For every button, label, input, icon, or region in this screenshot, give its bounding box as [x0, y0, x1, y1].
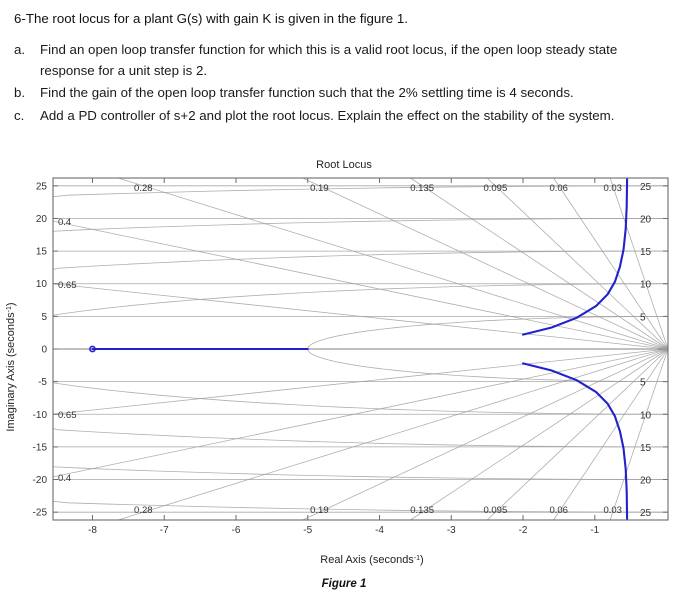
damping-ratio-label: 0.19: [310, 505, 329, 516]
y-tick-label-left: -15: [33, 442, 48, 453]
damping-ratio-label: 0.28: [134, 505, 153, 516]
x-tick-label: -3: [447, 525, 456, 536]
list-item-text: Find an open loop transfer function for …: [40, 41, 618, 78]
y-tick-label-left: 0: [41, 345, 47, 356]
natural-frequency-label: 20: [640, 476, 652, 487]
damping-ratio-label: 0.135: [410, 505, 434, 516]
natural-frequency-label: 10: [640, 410, 652, 421]
x-tick-label: -7: [160, 525, 169, 536]
damping-labels: 0.28 0.19 0.135 0.095 0.06 0.03 0.28 0.19 0.135 0…: [58, 183, 622, 516]
question-subitems: a. Find an open loop transfer function f…: [14, 40, 674, 126]
x-tick-label: -6: [232, 525, 241, 536]
x-tick-label: -4: [375, 525, 384, 536]
y-tick-label-left: 5: [41, 312, 47, 323]
natural-frequency-label: 25: [640, 182, 652, 193]
natural-frequency-label: 5: [640, 378, 646, 389]
damping-ratio-label: 0.4: [58, 217, 71, 228]
damping-ratio-label: 0.28: [134, 183, 153, 194]
natural-frequency-label: 10: [640, 280, 652, 291]
natural-frequency-label: 15: [640, 247, 652, 258]
natural-frequency-label: 25: [640, 508, 652, 519]
damping-ratio-label: 0.03: [603, 505, 622, 516]
root-locus-figure: Root Locus -8 -7 -6 -5 -4 -3 -2 -1 -25 -20 -15 -10-…: [0, 157, 688, 601]
locus-branch: [521, 362, 629, 520]
locus-branch: [521, 178, 629, 336]
list-item-marker: b.: [14, 85, 26, 101]
y-tick-label-left: -25: [33, 508, 48, 519]
plot-title: Root Locus: [316, 159, 372, 171]
axis-ticks: [53, 178, 668, 520]
natural-frequency-label: 5: [640, 312, 646, 323]
natural-freq-labels: 5 5 10 10 15 15 20 20 25 25: [640, 182, 652, 519]
damping-ratio-label: 0.06: [549, 505, 568, 516]
y-tick-label-left: -5: [38, 377, 47, 388]
question-block: 6-The root locus for a plant G(s) with g…: [0, 0, 688, 126]
x-tick-label: -1: [590, 525, 599, 536]
y-tick-label-left: -20: [33, 475, 48, 486]
damping-ratio-label: 0.06: [549, 183, 568, 194]
damping-ratio-label: 0.095: [483, 505, 507, 516]
y-tick-label-left: 20: [36, 214, 48, 225]
figure-caption: Figure 1: [321, 578, 367, 590]
list-item-text: Find the gain of the open loop transfer …: [40, 85, 574, 101]
list-item: b. Find the gain of the open loop transf…: [14, 83, 674, 104]
natural-frequency-label: 20: [640, 214, 652, 225]
damping-ratio-label: 0.4: [58, 473, 71, 484]
natural-frequency-label: 15: [640, 443, 652, 454]
y-tick-label-left: -10: [33, 410, 48, 421]
question-stem: 6-The root locus for a plant G(s) with g…: [14, 11, 408, 26]
pole-zero-markers: [89, 345, 96, 353]
locus-curves: [91, 178, 629, 520]
damping-ratio-label: 0.19: [310, 183, 329, 194]
x-tick-label: -8: [88, 525, 97, 536]
x-tick-label: -5: [303, 525, 312, 536]
axis-tick-labels: -8 -7 -6 -5 -4 -3 -2 -1 -25 -20 -15 -10 -5 0 5 10 15 20 25: [33, 181, 600, 536]
x-tick-label: -2: [519, 525, 528, 536]
y-axis-label: Imaginary Axis (seconds-1): [5, 302, 17, 431]
damping-ratio-label: 0.135: [410, 183, 434, 194]
damping-ratio-label: 0.65: [58, 410, 77, 421]
list-item-marker: a.: [14, 41, 26, 57]
list-item-text: Add a PD controller of s+2 and plot the …: [40, 107, 615, 123]
damping-ratio-label: 0.65: [58, 280, 77, 291]
y-tick-label-left: 10: [36, 279, 48, 290]
list-item-marker: c.: [14, 107, 25, 123]
list-item: a. Find an open loop transfer function f…: [14, 40, 674, 81]
x-axis-label: Real Axis (seconds-1): [320, 554, 423, 566]
damping-ratio-label: 0.03: [603, 183, 622, 194]
damping-ray-lines: [52, 177, 669, 521]
list-item: c. Add a PD controller of s+2 and plot t…: [14, 106, 674, 127]
y-tick-label-left: 15: [36, 247, 48, 258]
root-locus-plot: Root Locus -8 -7 -6 -5 -4 -3 -2 -1-25-20-15-10-…: [5, 159, 669, 566]
damping-ratio-label: 0.095: [483, 183, 507, 194]
open-loop-pole-marker: [89, 345, 96, 353]
y-tick-label-left: 25: [36, 181, 48, 192]
